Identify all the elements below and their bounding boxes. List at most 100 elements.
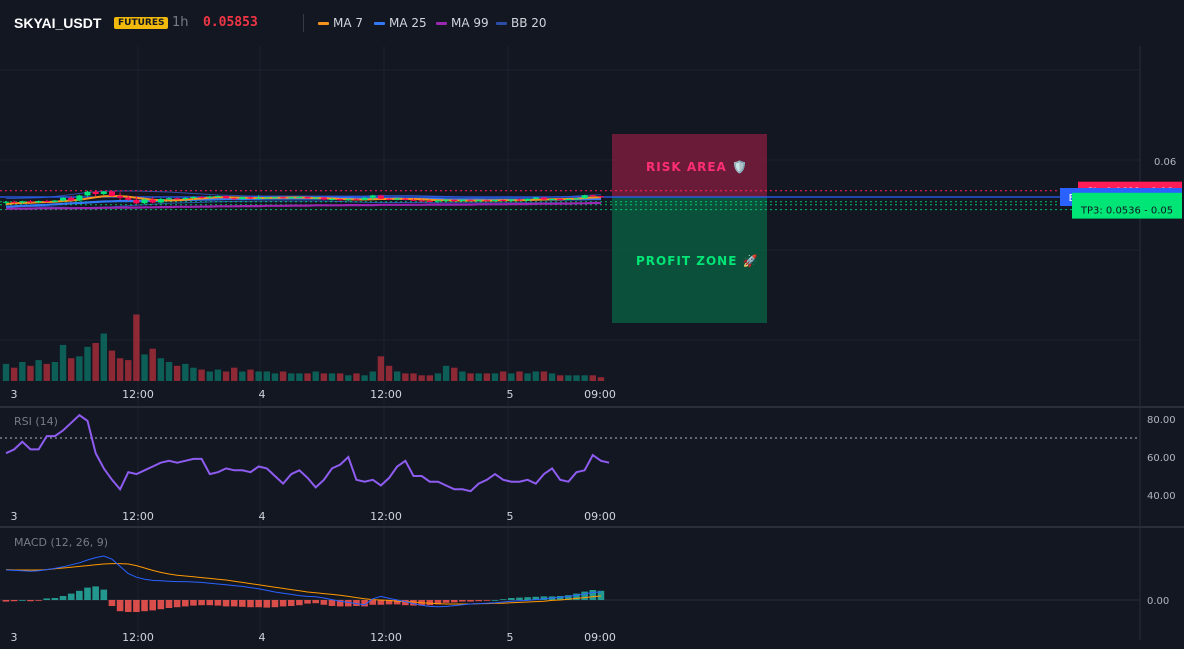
macd-histogram-bar <box>124 600 132 612</box>
volume-bar <box>483 373 491 381</box>
header-divider <box>303 14 304 32</box>
candle-body <box>540 197 547 200</box>
candle-body <box>524 198 531 201</box>
candlesticks[interactable] <box>3 189 604 205</box>
candle-body <box>426 201 433 203</box>
macd-signal-line <box>5 563 602 605</box>
volume-bar <box>475 373 482 381</box>
candle-body <box>467 199 474 201</box>
candle-body <box>557 199 564 201</box>
macd-histogram-bar <box>2 600 10 602</box>
chart-canvas[interactable]: RISK AREA 🛡️ PROFIT ZONE 🚀 SL: 0.0611 - … <box>0 46 1184 649</box>
candle-body <box>386 198 393 200</box>
macd-histogram-bar <box>108 600 116 606</box>
time-label: 3 <box>11 510 18 523</box>
volume-bar <box>524 373 531 381</box>
candle-body <box>157 199 164 203</box>
macd-histogram-bar <box>402 600 409 606</box>
candle-body <box>166 198 172 200</box>
legend-ma7[interactable]: MA 7 <box>318 15 363 31</box>
volume-bar <box>133 314 140 381</box>
volume-bar <box>165 362 173 381</box>
time-label: 12:00 <box>370 388 402 401</box>
symbol-name[interactable]: SKYAI_USDT <box>14 15 102 31</box>
rsi-tick: 40.00 <box>1147 491 1176 502</box>
time-axes[interactable]: 3 12:00 4 12:00 5 09:00 3 12:00 4 12:00 5 09:00 3 12:… <box>11 388 616 644</box>
legend-ma99-label: MA 99 <box>451 16 489 30</box>
profit-zone <box>612 197 767 323</box>
legend-ma99[interactable]: MA 99 <box>436 15 489 31</box>
macd-histogram-bar <box>589 590 597 600</box>
volume-bar <box>116 358 124 381</box>
volume-bar <box>597 377 605 381</box>
volume-bar <box>304 373 311 381</box>
time-label: 12:00 <box>370 631 402 644</box>
time-label: 4 <box>259 631 266 644</box>
macd-histogram-bar <box>467 600 474 602</box>
candle-body <box>43 201 50 203</box>
macd-histogram-bar <box>296 600 303 606</box>
macd-histogram-bar <box>426 600 434 606</box>
time-label: 12:00 <box>370 510 402 523</box>
risk-zone-label: RISK AREA 🛡️ <box>646 160 748 174</box>
time-label: 4 <box>259 388 266 401</box>
legend-ma25[interactable]: MA 25 <box>374 15 427 31</box>
candle-body <box>589 195 596 197</box>
macd-histogram-bar <box>377 600 385 605</box>
volume-bar <box>402 373 409 381</box>
macd-histogram-bar <box>393 600 401 605</box>
time-label: 09:00 <box>584 510 616 523</box>
volume-bar <box>491 373 499 381</box>
price-axis[interactable]: 0.06 <box>1154 157 1176 168</box>
volume-bar <box>157 358 165 381</box>
macd-histogram-bar <box>76 590 83 600</box>
volume-bars <box>2 314 605 381</box>
macd-histogram-bar <box>271 600 279 608</box>
volume-bar <box>369 371 376 381</box>
candle-body <box>247 197 254 199</box>
candle-body <box>231 198 238 200</box>
volume-bar <box>320 373 328 381</box>
volume-bar <box>540 371 548 381</box>
candle-body <box>369 195 376 198</box>
macd-histogram-bar <box>247 600 254 608</box>
macd-histogram-bar <box>19 600 26 601</box>
candle-body <box>492 200 498 202</box>
candle-body <box>214 195 221 197</box>
macd-histogram-bar <box>157 600 165 610</box>
macd-histogram-bar <box>190 600 197 606</box>
rsi-tick: 60.00 <box>1147 453 1176 464</box>
volume-bar <box>279 371 287 381</box>
macd-histogram-bar <box>336 600 344 607</box>
rsi-line <box>5 413 610 493</box>
candle-body <box>271 197 278 199</box>
candle-body <box>451 199 458 202</box>
macd-histogram-bar <box>532 596 540 600</box>
macd-panel[interactable]: 0.00 <box>0 555 1169 612</box>
volume-bar <box>141 354 148 381</box>
volume-bar <box>451 367 458 381</box>
macd-histogram-bar <box>43 598 51 600</box>
interval-selector[interactable]: 1h <box>172 15 189 30</box>
volume-bar <box>508 373 515 381</box>
ma99-swatch <box>436 22 447 25</box>
rsi-panel[interactable]: 80.00 60.00 40.00 <box>0 413 1176 502</box>
candle-body <box>549 199 556 201</box>
candle-body <box>394 198 401 200</box>
volume-bar <box>271 373 279 381</box>
candle-body <box>337 199 344 201</box>
macd-histogram-bar <box>597 590 605 600</box>
macd-histogram-bar <box>581 591 588 600</box>
candle-body <box>68 197 75 201</box>
tp3-label-box <box>1072 200 1182 219</box>
time-label: 5 <box>507 631 514 644</box>
candle-body <box>581 195 588 199</box>
futures-badge: FUTURES <box>114 17 169 29</box>
macd-histogram-bar <box>345 600 352 607</box>
volume-bar <box>467 373 474 381</box>
candle-body <box>597 196 604 198</box>
time-label: 12:00 <box>122 631 154 644</box>
candle-body <box>182 198 189 200</box>
legend-bb20[interactable]: BB 20 <box>496 15 547 31</box>
candle-body <box>418 200 425 202</box>
